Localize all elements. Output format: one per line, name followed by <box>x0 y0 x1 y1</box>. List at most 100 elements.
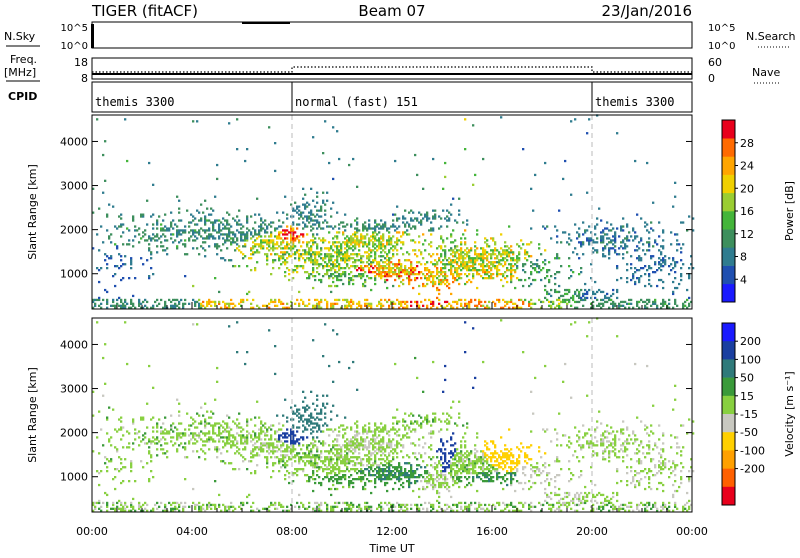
heatmap-cell <box>366 257 368 259</box>
heatmap-cell <box>450 263 452 265</box>
heatmap-cell <box>446 237 448 239</box>
heatmap-cell <box>608 297 610 299</box>
heatmap-cell <box>650 257 652 259</box>
heatmap-cell <box>502 265 504 267</box>
heatmap-cell <box>312 462 314 464</box>
heatmap-cell <box>622 305 624 307</box>
heatmap-cell <box>332 273 334 275</box>
heatmap-cell <box>388 478 390 480</box>
heatmap-cell <box>318 413 320 415</box>
heatmap-cell <box>682 243 684 245</box>
heatmap-cell <box>298 217 300 219</box>
heatmap-cell <box>140 440 142 442</box>
heatmap-cell <box>254 454 256 456</box>
heatmap-cell <box>336 241 338 243</box>
heatmap-cell <box>222 436 224 438</box>
heatmap-cell <box>176 432 178 434</box>
heatmap-cell <box>604 297 606 299</box>
heatmap-cell <box>566 293 568 295</box>
heatmap-cell <box>282 506 284 508</box>
heatmap-cell <box>160 502 162 504</box>
heatmap-cell <box>608 251 610 253</box>
heatmap-cell <box>448 287 450 289</box>
heatmap-cell <box>446 215 448 217</box>
heatmap-cell <box>316 448 318 450</box>
heatmap-cell <box>200 430 202 432</box>
heatmap-cell <box>340 476 342 478</box>
heatmap-cell <box>132 215 134 217</box>
heatmap-cell <box>370 508 372 510</box>
heatmap-cell <box>342 434 344 436</box>
heatmap-cell <box>248 432 250 434</box>
heatmap-cell <box>442 263 444 265</box>
heatmap-cell <box>250 506 252 508</box>
heatmap-cell <box>364 281 366 283</box>
heatmap-cell <box>660 245 662 247</box>
heatmap-cell <box>392 428 394 430</box>
heatmap-cell <box>366 468 368 470</box>
heatmap-cell <box>138 502 140 504</box>
heatmap-cell <box>454 261 456 263</box>
heatmap-cell <box>646 241 648 243</box>
heatmap-cell <box>354 231 356 233</box>
heatmap-cell <box>512 275 514 277</box>
heatmap-cell <box>612 243 614 245</box>
heatmap-cell <box>448 217 450 219</box>
heatmap-cell <box>260 227 262 229</box>
heatmap-cell <box>448 303 450 305</box>
heatmap-cell <box>352 504 354 506</box>
heatmap-cell <box>614 233 616 235</box>
heatmap-cell <box>396 249 398 251</box>
heatmap-cell <box>328 428 330 430</box>
heatmap-cell <box>112 206 114 208</box>
heatmap-cell <box>480 269 482 271</box>
heatmap-cell <box>514 269 516 271</box>
heatmap-cell <box>238 231 240 233</box>
heatmap-cell <box>96 321 98 323</box>
heatmap-cell <box>340 462 342 464</box>
heatmap-cell <box>302 407 304 409</box>
heatmap-cell <box>176 233 178 235</box>
heatmap-cell <box>282 450 284 452</box>
heatmap-cell <box>182 243 184 245</box>
heatmap-cell <box>112 478 114 480</box>
heatmap-cell <box>200 420 202 422</box>
heatmap-cell <box>344 462 346 464</box>
heatmap-cell <box>316 259 318 261</box>
heatmap-cell <box>178 411 180 413</box>
heatmap-cell <box>490 261 492 263</box>
heatmap-cell <box>138 508 140 510</box>
heatmap-cell <box>424 269 426 271</box>
heatmap-cell <box>272 221 274 223</box>
heatmap-cell <box>380 438 382 440</box>
heatmap-cell <box>96 118 98 120</box>
heatmap-cell <box>352 257 354 259</box>
heatmap-cell <box>274 253 276 255</box>
heatmap-cell <box>546 293 548 295</box>
heatmap-cell <box>682 263 684 265</box>
heatmap-cell <box>362 444 364 446</box>
heatmap-cell <box>136 229 138 231</box>
heatmap-cell <box>364 241 366 243</box>
heatmap-cell <box>372 448 374 450</box>
heatmap-cell <box>378 434 380 436</box>
heatmap-cell <box>278 255 280 257</box>
heatmap-cell <box>470 301 472 303</box>
heatmap-cell <box>142 231 144 233</box>
heatmap-cell <box>172 508 174 510</box>
heatmap-cell <box>380 476 382 478</box>
heatmap-cell <box>344 502 346 504</box>
heatmap-cell <box>156 454 158 456</box>
heatmap-cell <box>424 267 426 269</box>
heatmap-cell <box>654 271 656 273</box>
heatmap-cell <box>420 301 422 303</box>
heatmap-cell <box>200 235 202 237</box>
heatmap-cell <box>380 303 382 305</box>
heatmap-cell <box>200 422 202 424</box>
heatmap-cell <box>658 257 660 259</box>
heatmap-cell <box>348 301 350 303</box>
heatmap-cell <box>372 241 374 243</box>
heatmap-cell <box>240 235 242 237</box>
heatmap-cell <box>650 305 652 307</box>
heatmap-cell <box>98 249 100 251</box>
